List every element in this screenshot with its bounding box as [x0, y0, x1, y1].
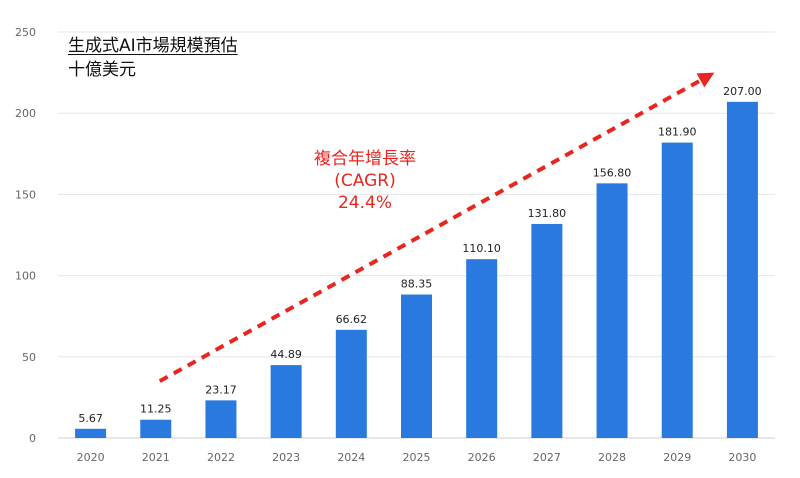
- x-tick-label: 2024: [337, 451, 365, 464]
- cagr-arrow-head: [696, 72, 715, 88]
- y-tick-label: 0: [29, 432, 36, 445]
- bar: [661, 142, 693, 438]
- x-tick-label: 2030: [728, 451, 756, 464]
- x-tick-label: 2022: [207, 451, 235, 464]
- x-tick-label: 2028: [598, 451, 626, 464]
- cagr-arrow: [158, 72, 715, 383]
- data-label: 156.80: [593, 166, 632, 179]
- bar: [205, 400, 237, 438]
- bar: [140, 419, 172, 438]
- bar: [335, 329, 367, 438]
- y-tick-label: 200: [15, 107, 36, 120]
- data-label: 44.89: [270, 348, 302, 361]
- cagr-label: 複合年增長率: [314, 149, 416, 169]
- bar: [270, 365, 302, 438]
- x-tick-label: 2025: [403, 451, 431, 464]
- bar: [401, 294, 432, 438]
- x-axis-ticks: 2020 2021 2022 2023 2024 2025 2026 2027 2028 2029…: [77, 451, 757, 464]
- data-label: 23.17: [205, 383, 237, 396]
- data-label: 88.35: [401, 278, 433, 291]
- cagr-abbrev: (CAGR): [334, 171, 396, 191]
- data-label: 11.25: [140, 403, 172, 416]
- x-tick-label: 2029: [663, 451, 691, 464]
- gridlines: [58, 31, 775, 439]
- data-label: 131.80: [528, 207, 567, 220]
- bar: [596, 183, 628, 438]
- cagr-annotation: 複合年增長率 (CAGR) 24.4%: [290, 148, 440, 214]
- chart-title: 生成式AI市場規模預估: [68, 36, 238, 56]
- data-labels: 5.67 11.25 23.17 44.89 66.62 88.35 110.10 131.8…: [78, 85, 761, 425]
- bar: [75, 428, 107, 438]
- x-tick-label: 2027: [533, 451, 561, 464]
- x-tick-label: 2026: [468, 451, 496, 464]
- y-tick-label: 150: [15, 188, 36, 201]
- bar: [531, 223, 563, 438]
- x-tick-label: 2020: [77, 451, 105, 464]
- y-axis-ticks: 0 50 100 150 200 250: [15, 26, 36, 445]
- data-label: 207.00: [723, 85, 762, 98]
- data-label: 5.67: [78, 412, 103, 425]
- cagr-value: 24.4%: [337, 193, 392, 213]
- data-label: 181.90: [658, 126, 697, 139]
- y-tick-label: 250: [15, 26, 36, 39]
- bar: [726, 101, 758, 438]
- x-tick-label: 2021: [142, 451, 170, 464]
- y-tick-label: 100: [15, 270, 36, 283]
- y-tick-label: 50: [22, 351, 36, 364]
- data-label: 66.62: [336, 313, 368, 326]
- bars: [75, 101, 758, 438]
- cagr-arrow-line: [158, 78, 702, 383]
- data-label: 110.10: [462, 242, 501, 255]
- x-tick-label: 2023: [272, 451, 300, 464]
- bar: [466, 259, 498, 438]
- chart-subtitle: 十億美元: [68, 60, 136, 80]
